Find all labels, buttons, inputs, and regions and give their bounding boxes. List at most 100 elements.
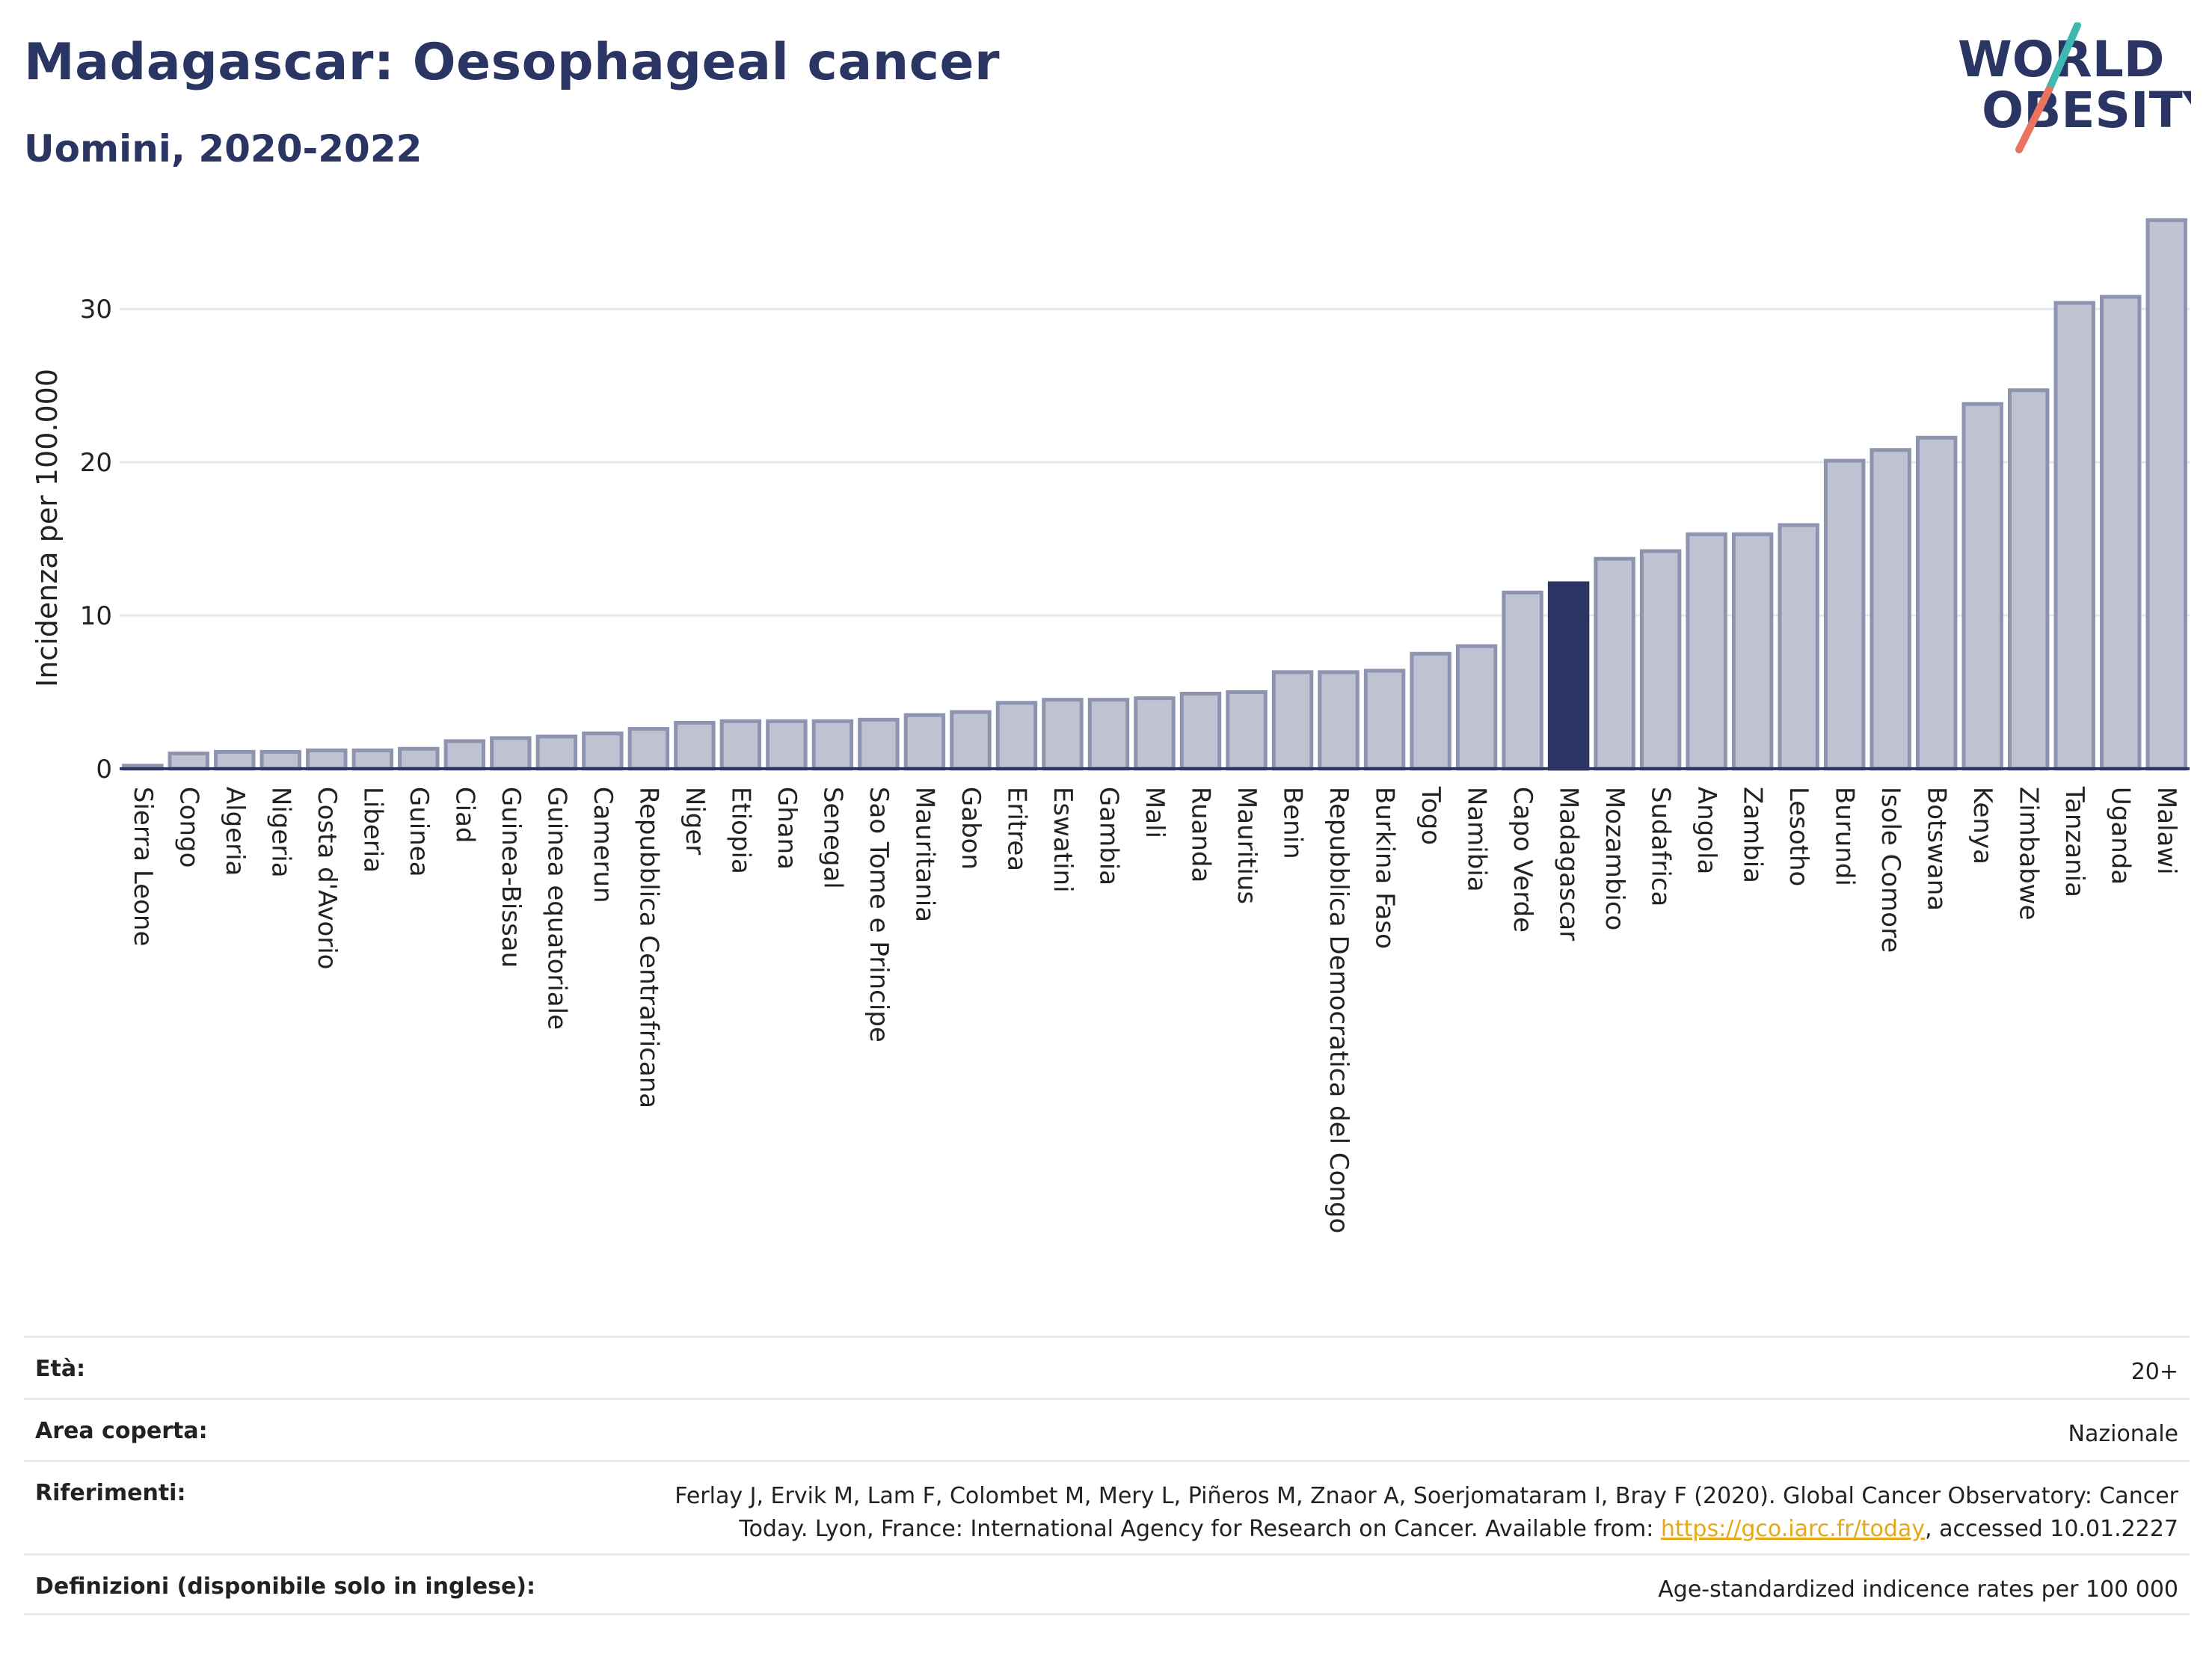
bar-chart: 0 10 20 30 Incidenza per 100.000 Sierra Leone… — [31, 218, 2190, 1233]
bar — [582, 731, 624, 771]
x-tick-label: Gabon — [956, 787, 986, 870]
coverage-label: Area coperta: — [35, 1418, 208, 1444]
x-tick-label: Capo Verde — [1508, 787, 1537, 933]
bar — [903, 713, 946, 771]
x-tick-label: Niger — [680, 787, 710, 855]
bar — [766, 719, 808, 771]
x-tick-label: Sao Tome e Principe — [864, 787, 894, 1043]
bar — [1823, 458, 1866, 771]
bar — [1731, 532, 1774, 771]
definitions-value: Age-standardized indicence rates per 100… — [1658, 1576, 2178, 1603]
age-label: Età: — [35, 1356, 86, 1382]
x-tick-label: Guinea equatoriale — [541, 787, 571, 1030]
chart-subtitle: Uomini, 2020-2022 — [24, 127, 423, 171]
logo-slash-teal — [2045, 22, 2081, 93]
bar — [2007, 388, 2050, 771]
meta-row-references: Riferimenti: Ferlay J, Ervik M, Lam F, C… — [24, 1460, 2190, 1553]
bar — [1318, 670, 1360, 771]
bar — [1134, 696, 1176, 771]
bar — [995, 701, 1038, 771]
meta-row-coverage: Area coperta: Nazionale — [24, 1398, 2190, 1460]
bar — [811, 719, 854, 771]
bar — [1087, 698, 1130, 771]
bar-highlight — [1547, 581, 1590, 771]
bar — [1455, 644, 1498, 771]
bar — [398, 746, 440, 771]
x-tick-label: Costa d'Avorio — [312, 787, 342, 970]
bar — [306, 748, 348, 771]
meta-row-definitions: Definizioni (disponibile solo in inglese… — [24, 1553, 2190, 1615]
x-tick-label: Nigeria — [265, 787, 295, 878]
bar — [1870, 448, 1911, 771]
x-tick-label: Repubblica Democratica del Congo — [1324, 787, 1354, 1233]
x-tick-label: Liberia — [357, 787, 387, 873]
bar — [1778, 523, 1819, 771]
x-tick-label: Gambia — [1093, 787, 1123, 885]
x-tick-label: Lesotho — [1784, 787, 1813, 886]
definitions-label: Definizioni (disponibile solo in inglese… — [35, 1573, 535, 1600]
bar — [1179, 691, 1222, 771]
bar — [1502, 590, 1543, 771]
x-tick-label: Tanzania — [2059, 786, 2089, 897]
bar — [1915, 435, 1958, 771]
x-tick-label: Mauritius — [1232, 787, 1262, 904]
bar — [674, 720, 716, 771]
x-tick-label: Ruanda — [1186, 787, 1216, 882]
bar — [1594, 556, 1635, 771]
metadata-table: Età: 20+ Area coperta: Nazionale Riferim… — [24, 1336, 2190, 1615]
x-tick-label: Ghana — [772, 787, 802, 870]
y-tick-label: 30 — [80, 295, 112, 325]
x-tick-label: Zambia — [1738, 787, 1768, 883]
bar — [2053, 301, 2095, 771]
bar — [1686, 532, 1727, 771]
x-tick-label: Namibia — [1462, 787, 1492, 892]
bar — [259, 749, 302, 771]
bar — [1363, 669, 1406, 771]
y-tick-label: 20 — [80, 448, 112, 478]
x-tick-label: Guinea — [404, 787, 434, 877]
world-obesity-logo: WORLD OBESITY — [1958, 22, 2191, 153]
references-value: Ferlay J, Ervik M, Lam F, Colombet M, Me… — [608, 1480, 2178, 1546]
x-tick-label: Zimbabwe — [2014, 787, 2044, 921]
references-text: Ferlay J, Ervik M, Lam F, Colombet M, Me… — [675, 1483, 2178, 1542]
chart-title: Madagascar: Oesophageal cancer — [24, 33, 1001, 92]
x-tick-label: Isole Comore — [1875, 787, 1905, 953]
bar — [535, 734, 578, 771]
bar — [2100, 295, 2142, 771]
meta-row-age: Età: 20+ — [24, 1336, 2190, 1398]
logo-text-obesity: OBESITY — [1982, 82, 2191, 139]
x-tick-label: Togo — [1416, 786, 1446, 845]
x-tick-label: Eswatini — [1048, 787, 1078, 893]
x-tick-label: Congo — [173, 787, 203, 868]
x-tick-label: Burundi — [1830, 787, 1860, 886]
x-tick-label: Mozambico — [1600, 787, 1629, 930]
y-axis-label: Incidenza per 100.000 — [31, 369, 64, 687]
bar — [351, 748, 394, 771]
bar — [950, 710, 992, 771]
bar — [627, 727, 670, 771]
x-tick-label: Madagascar — [1554, 787, 1584, 941]
bar — [214, 749, 256, 771]
bar — [1410, 651, 1451, 771]
x-tick-label: Etiopia — [725, 787, 755, 874]
bar — [1961, 402, 2003, 771]
bar — [1639, 549, 1682, 771]
x-tick-label: Kenya — [1967, 787, 1997, 865]
logo-slash-coral — [2015, 86, 2053, 153]
x-tick-label: Eritrea — [1001, 787, 1031, 871]
x-tick-label: Mali — [1140, 787, 1170, 838]
y-tick-label: 10 — [80, 601, 112, 631]
coverage-value: Nazionale — [2068, 1421, 2178, 1447]
x-tick-label: Algeria — [220, 787, 250, 876]
x-tick-label: Mauritania — [909, 787, 939, 922]
x-tick-label: Sudafrica — [1646, 787, 1676, 906]
references-link[interactable]: https://gco.iarc.fr/today — [1660, 1516, 1926, 1542]
x-tick-label: Camerun — [588, 787, 618, 903]
x-tick-label: Angola — [1692, 787, 1721, 874]
references-label: Riferimenti: — [35, 1480, 186, 1506]
x-tick-label: Uganda — [2106, 787, 2136, 885]
bar — [1226, 690, 1268, 771]
x-tick-label: Botswana — [1922, 787, 1952, 911]
age-value: 20+ — [2130, 1359, 2178, 1385]
bar — [858, 717, 900, 771]
